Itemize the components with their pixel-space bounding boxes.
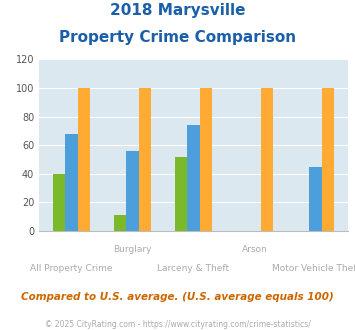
Legend: Marysville, Pennsylvania, National: Marysville, Pennsylvania, National [24,326,355,330]
Text: Arson: Arson [242,245,267,254]
Text: 2018 Marysville: 2018 Marysville [110,3,245,18]
Text: Burglary: Burglary [113,245,152,254]
Bar [65,134,77,231]
Bar [261,88,273,231]
Text: Compared to U.S. average. (U.S. average equals 100): Compared to U.S. average. (U.S. average … [21,292,334,302]
Bar [138,88,151,231]
Bar [53,174,65,231]
Bar [187,125,200,231]
Text: All Property Crime: All Property Crime [30,264,113,273]
Bar [114,215,126,231]
Text: Property Crime Comparison: Property Crime Comparison [59,30,296,45]
Bar [310,167,322,231]
Bar [126,151,138,231]
Bar [200,88,212,231]
Text: Motor Vehicle Theft: Motor Vehicle Theft [272,264,355,273]
Bar [175,157,187,231]
Text: Larceny & Theft: Larceny & Theft [157,264,230,273]
Bar [322,88,334,231]
Text: © 2025 CityRating.com - https://www.cityrating.com/crime-statistics/: © 2025 CityRating.com - https://www.city… [45,320,310,329]
Bar [77,88,90,231]
